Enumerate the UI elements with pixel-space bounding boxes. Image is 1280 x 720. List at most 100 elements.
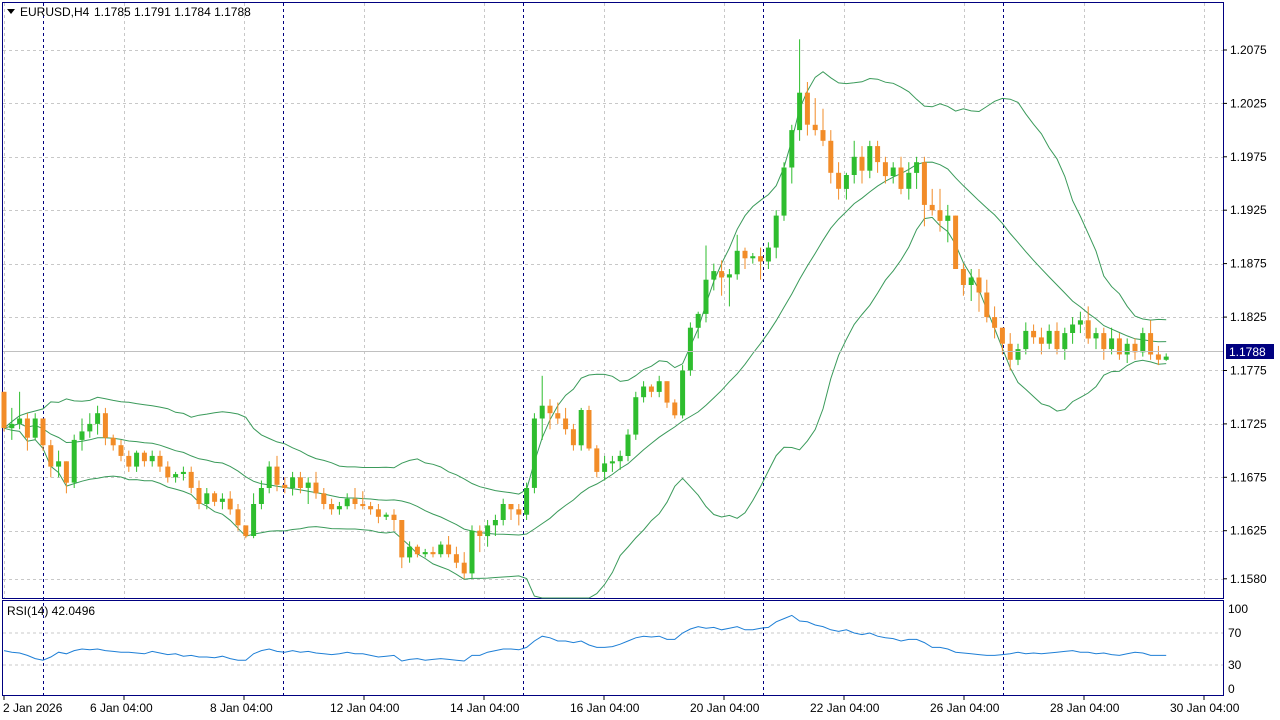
- candle[interactable]: [648, 384, 654, 398]
- candle[interactable]: [1116, 333, 1122, 360]
- candle[interactable]: [477, 525, 483, 553]
- candle[interactable]: [945, 204, 951, 243]
- candle[interactable]: [882, 156, 888, 184]
- candle[interactable]: [524, 482, 530, 520]
- candle[interactable]: [414, 544, 420, 558]
- candle[interactable]: [921, 156, 927, 227]
- candle[interactable]: [336, 501, 342, 515]
- candle[interactable]: [430, 546, 436, 558]
- candle[interactable]: [586, 405, 592, 451]
- candle[interactable]: [1132, 338, 1138, 360]
- candle[interactable]: [24, 413, 30, 451]
- candle[interactable]: [976, 269, 982, 312]
- candle[interactable]: [141, 450, 147, 467]
- candle[interactable]: [656, 375, 662, 398]
- candles[interactable]: [1, 39, 1169, 579]
- candle[interactable]: [1109, 327, 1115, 355]
- candle[interactable]: [578, 407, 584, 451]
- candle[interactable]: [531, 413, 537, 494]
- candle[interactable]: [1093, 327, 1099, 350]
- candle[interactable]: [126, 450, 132, 472]
- candle[interactable]: [446, 536, 452, 558]
- candle[interactable]: [820, 108, 826, 147]
- candle[interactable]: [438, 541, 444, 558]
- candle[interactable]: [742, 247, 748, 269]
- candle[interactable]: [758, 247, 764, 280]
- candle[interactable]: [87, 413, 93, 438]
- candle[interactable]: [594, 445, 600, 478]
- candle[interactable]: [602, 455, 608, 481]
- candle[interactable]: [243, 525, 249, 539]
- candle[interactable]: [453, 546, 459, 569]
- candle[interactable]: [352, 488, 358, 510]
- candle[interactable]: [664, 381, 670, 408]
- candle[interactable]: [719, 260, 725, 296]
- candle[interactable]: [79, 418, 85, 451]
- candle[interactable]: [63, 461, 69, 494]
- triangle-down-icon[interactable]: [7, 9, 15, 14]
- candle[interactable]: [188, 466, 194, 494]
- candle[interactable]: [368, 501, 374, 515]
- candle[interactable]: [1140, 327, 1146, 357]
- candle[interactable]: [1077, 311, 1083, 334]
- candle[interactable]: [867, 140, 873, 179]
- candle[interactable]: [1046, 324, 1052, 350]
- candle[interactable]: [313, 471, 319, 499]
- candle[interactable]: [890, 162, 896, 184]
- candle[interactable]: [617, 450, 623, 470]
- candle[interactable]: [953, 215, 959, 269]
- candle[interactable]: [563, 407, 569, 435]
- candle[interactable]: [173, 471, 179, 483]
- candle[interactable]: [1101, 327, 1107, 360]
- candle[interactable]: [407, 541, 413, 563]
- candle[interactable]: [282, 477, 288, 494]
- candle[interactable]: [773, 210, 779, 259]
- candle[interactable]: [375, 504, 381, 524]
- candle[interactable]: [1015, 343, 1021, 366]
- candle[interactable]: [914, 156, 920, 189]
- candle[interactable]: [984, 279, 990, 323]
- candle[interactable]: [898, 156, 904, 195]
- candle[interactable]: [102, 407, 108, 446]
- candle[interactable]: [469, 525, 475, 579]
- candle[interactable]: [1085, 306, 1091, 344]
- candle[interactable]: [1031, 324, 1037, 344]
- candle[interactable]: [859, 146, 865, 184]
- candle[interactable]: [804, 82, 810, 136]
- candle[interactable]: [360, 491, 366, 510]
- candle[interactable]: [274, 455, 280, 492]
- candle[interactable]: [48, 439, 54, 478]
- candle[interactable]: [180, 466, 186, 481]
- candle[interactable]: [1054, 322, 1060, 355]
- candle[interactable]: [157, 450, 163, 472]
- candle[interactable]: [734, 234, 740, 280]
- candle[interactable]: [56, 450, 62, 478]
- candle[interactable]: [219, 493, 225, 510]
- candle[interactable]: [485, 520, 491, 547]
- candle[interactable]: [555, 402, 561, 424]
- candle[interactable]: [1, 391, 7, 432]
- candle[interactable]: [251, 493, 257, 539]
- candle[interactable]: [196, 480, 202, 510]
- candle[interactable]: [960, 263, 966, 296]
- candle[interactable]: [1062, 327, 1068, 360]
- candle[interactable]: [235, 504, 241, 531]
- candle[interactable]: [383, 512, 389, 521]
- candle[interactable]: [609, 455, 615, 472]
- candle[interactable]: [812, 98, 818, 136]
- candle[interactable]: [290, 471, 296, 496]
- candle[interactable]: [329, 498, 335, 515]
- candle[interactable]: [9, 407, 15, 440]
- candle[interactable]: [95, 405, 101, 435]
- candle[interactable]: [118, 439, 124, 462]
- candle[interactable]: [937, 188, 943, 232]
- candle[interactable]: [687, 322, 693, 376]
- candle[interactable]: [836, 162, 842, 200]
- candle[interactable]: [32, 413, 38, 440]
- candle[interactable]: [929, 188, 935, 216]
- candle[interactable]: [547, 399, 553, 430]
- candle[interactable]: [750, 253, 756, 264]
- candle[interactable]: [703, 245, 709, 323]
- candle[interactable]: [570, 423, 576, 451]
